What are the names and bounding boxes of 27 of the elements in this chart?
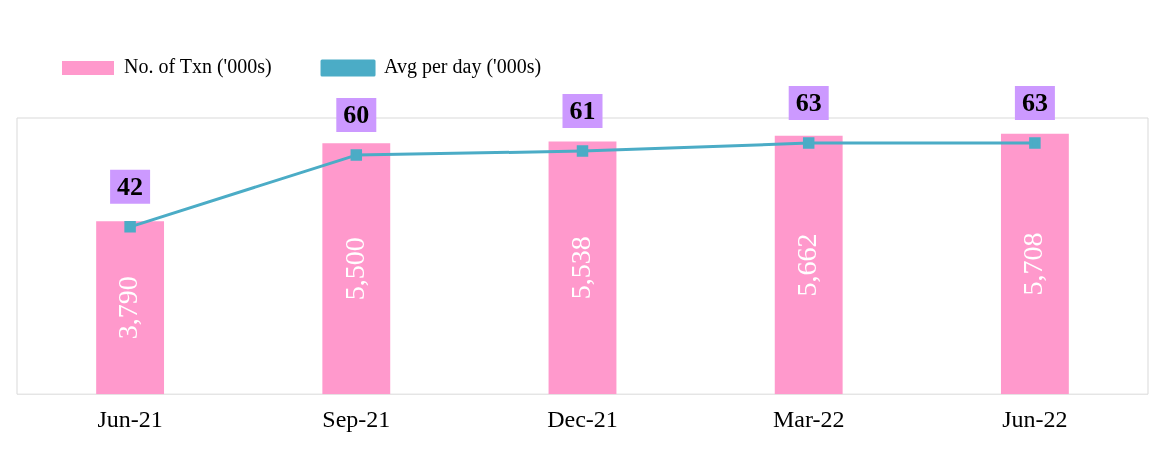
point bbox=[802, 137, 815, 149]
data-label: 5,662 bbox=[791, 233, 823, 297]
point bbox=[350, 149, 363, 161]
x-tick-label: Jun-22 bbox=[1002, 405, 1068, 432]
point bbox=[576, 145, 589, 157]
data-label: 63 bbox=[795, 87, 822, 117]
x-tick-label: Mar-22 bbox=[772, 405, 845, 432]
point bbox=[124, 221, 136, 233]
x-tick-label: Dec-21 bbox=[547, 405, 618, 432]
bar bbox=[322, 143, 391, 395]
legend-label: Avg per day ('000s) bbox=[384, 55, 542, 79]
data-label: 3,790 bbox=[112, 276, 144, 340]
bar bbox=[1000, 133, 1069, 395]
data-label: 60 bbox=[343, 99, 370, 129]
x-tick-label: Jun-21 bbox=[97, 405, 163, 432]
bar bbox=[96, 221, 165, 395]
x-tick-label: Sep-21 bbox=[322, 405, 391, 432]
data-label: 42 bbox=[117, 171, 144, 201]
bar bbox=[774, 135, 843, 395]
data-label: 5,708 bbox=[1017, 232, 1049, 296]
data-label: 63 bbox=[1021, 87, 1048, 117]
data-label: 61 bbox=[569, 95, 596, 125]
legend-label: No. of Txn ('000s) bbox=[124, 55, 272, 79]
point bbox=[1029, 137, 1041, 149]
data-label: 5,500 bbox=[338, 237, 370, 301]
bar bbox=[548, 141, 617, 395]
data-label: 5,538 bbox=[564, 236, 596, 300]
